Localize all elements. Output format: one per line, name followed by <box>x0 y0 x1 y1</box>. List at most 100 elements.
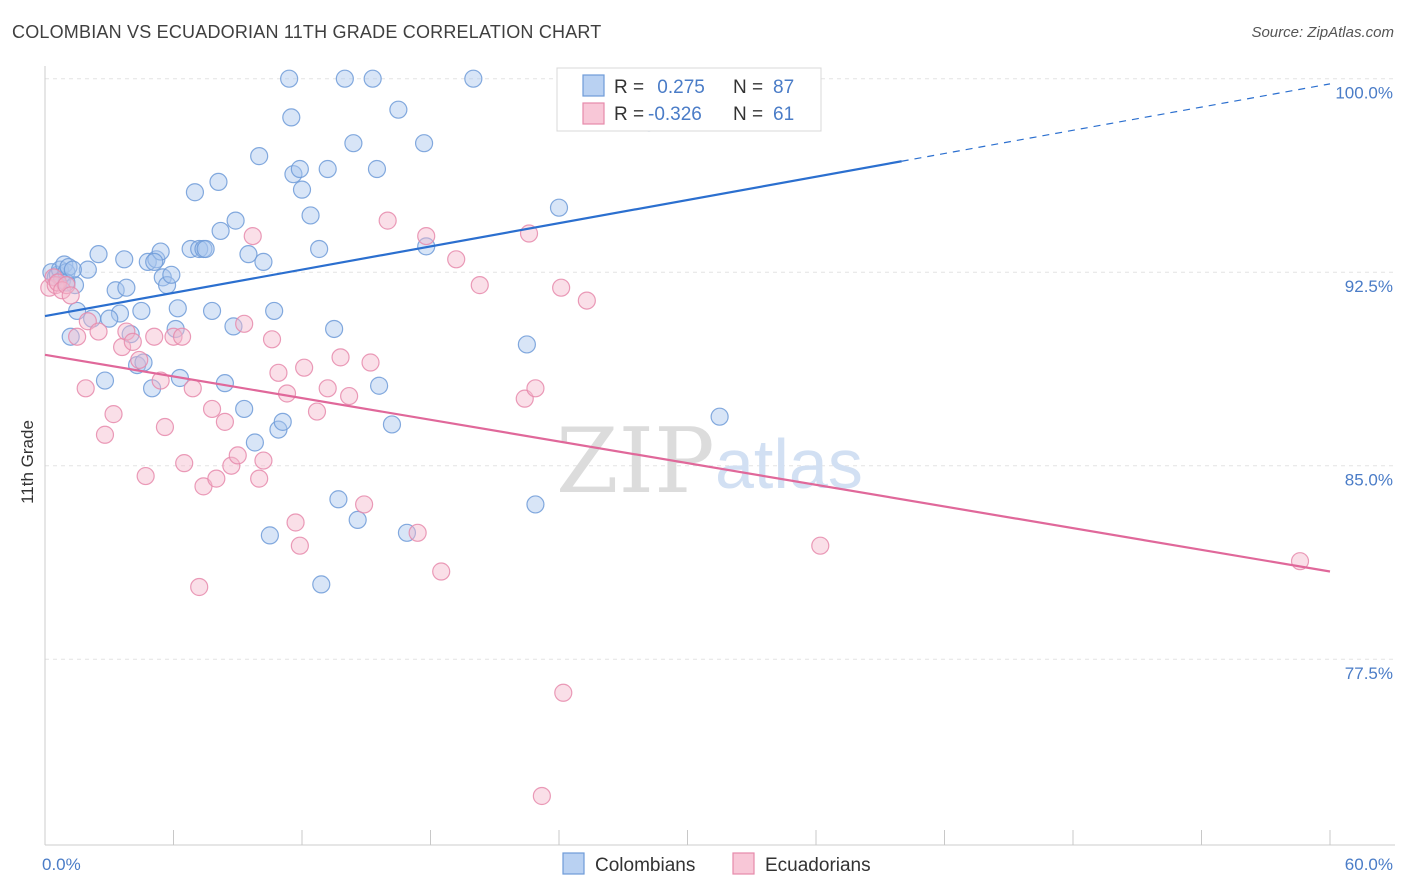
colombian-point <box>185 183 205 202</box>
colombian-point <box>239 245 258 264</box>
ecuadorian-point <box>130 350 149 370</box>
legend-r-label: R = <box>614 77 644 98</box>
ecuadorian-point <box>470 276 489 295</box>
ecuadorian-point <box>577 291 596 310</box>
colombian-point <box>348 510 367 530</box>
legend-r-label: R = <box>614 104 644 125</box>
ecuadorian-point <box>526 379 545 398</box>
ecuadorian-point <box>202 399 222 419</box>
watermark-atlas: atlas <box>715 425 863 503</box>
ecuadorian-point <box>286 513 305 532</box>
ecuadorian-point <box>172 327 192 346</box>
legend-swatch-colombians <box>582 74 605 97</box>
ecuadorian-point <box>207 469 226 488</box>
colombian-point <box>117 278 136 297</box>
legend-swatch-ecuadorians <box>582 102 605 125</box>
colombian-point <box>464 69 483 88</box>
ecuadorian-point <box>254 451 273 470</box>
colombian-point <box>78 260 97 279</box>
ecuadorian-point <box>331 348 350 367</box>
tick-labels: 100.0% 92.5% 85.0% 77.5% 0.0% 60.0% <box>42 84 1393 874</box>
colombian-point <box>132 301 151 321</box>
colombian-point <box>367 159 387 179</box>
ecuadorian-point <box>228 446 247 465</box>
colombian-point <box>110 304 130 323</box>
colombian-point <box>106 281 125 300</box>
ecuadorian-point <box>151 371 170 390</box>
bottom-legend-ecuadorians: Ecuadorians <box>765 855 871 876</box>
ecuadorian-point <box>215 412 234 431</box>
ecuadorian-point <box>95 425 115 444</box>
x-tick-label: 0.0% <box>42 855 81 874</box>
ecuadorian-point <box>222 456 241 475</box>
ecuadorian-point <box>340 386 359 406</box>
ecuadorian-point <box>378 211 397 230</box>
colombian-point <box>290 159 309 179</box>
colombian-point <box>265 301 284 321</box>
ecuadorian-point <box>295 358 314 377</box>
bottom-legend-swatch-ecuadorians <box>732 852 755 875</box>
colombian-point <box>414 134 434 153</box>
colombian-point <box>325 319 344 339</box>
legend-n-value: 87 <box>773 77 794 98</box>
y-tick-label: 77.5% <box>1345 664 1393 683</box>
ecuadorian-point <box>290 536 309 555</box>
colombian-point <box>145 252 164 271</box>
colombian-point <box>389 100 408 119</box>
colombian-point <box>335 69 354 88</box>
colombian-point <box>100 309 119 328</box>
chart-title: COLOMBIAN VS ECUADORIAN 11TH GRADE CORRE… <box>12 22 602 42</box>
watermark-zip: ZIP <box>556 409 715 514</box>
colombian-point <box>710 407 729 426</box>
ecuadorian-point <box>532 786 551 806</box>
colombian-point <box>312 575 331 594</box>
ecuadorian-point <box>447 250 466 269</box>
colombian-point <box>63 260 82 279</box>
ecuadorian-point <box>307 402 327 421</box>
bottom-legend-colombians: Colombians <box>595 855 695 876</box>
colombian-point <box>310 239 329 259</box>
ecuadorian-point <box>89 322 108 341</box>
stats-legend: R = 0.275 N = 87 R = -0.326 N = 61 <box>556 67 822 132</box>
colombian-point <box>209 172 228 192</box>
colombian-point <box>370 376 389 395</box>
ecuadorian-point <box>361 353 380 372</box>
ecuadorian-point <box>190 577 209 597</box>
colombian-point <box>196 239 215 259</box>
colombian-point <box>301 206 320 225</box>
colombian-point <box>211 221 230 241</box>
colombian-point <box>260 526 279 545</box>
colombian-trend-line <box>44 160 902 318</box>
colombian-point <box>245 433 264 452</box>
colombian-point <box>517 335 536 354</box>
legend-n-label: N = <box>733 77 763 98</box>
ecuadorian-point <box>262 330 282 349</box>
colombian-point <box>549 198 569 217</box>
ecuadorian-point <box>61 286 80 305</box>
ecuadorian-point <box>104 405 123 424</box>
colombian-point <box>397 523 417 542</box>
ecuadorian-point <box>269 363 288 382</box>
colombian-point <box>61 327 80 346</box>
colombian-point <box>95 371 115 390</box>
trend-lines <box>44 83 1331 573</box>
ecuadorian-point <box>175 454 194 473</box>
y-tick-label: 92.5% <box>1345 277 1393 296</box>
source-credit: Source: ZipAtlas.com <box>1251 24 1394 41</box>
ecuadorian-point <box>57 276 76 295</box>
colombian-point <box>250 147 269 166</box>
colombian-trend-extension <box>901 83 1331 162</box>
ecuadorian-point <box>183 379 202 398</box>
ecuadorian-point <box>76 379 95 398</box>
y-axis-label: 11th Grade <box>18 420 37 504</box>
ecuadorian-point <box>408 523 427 542</box>
legend-n-label: N = <box>733 104 763 125</box>
colombian-point <box>292 180 312 199</box>
colombian-point <box>162 265 181 284</box>
colombian-point <box>235 399 254 419</box>
ecuadorian-point <box>552 278 571 297</box>
colombian-point <box>382 415 402 434</box>
ecuadorian-point <box>117 322 136 341</box>
ecuadorian-point <box>355 495 374 514</box>
colombian-point <box>168 299 187 318</box>
